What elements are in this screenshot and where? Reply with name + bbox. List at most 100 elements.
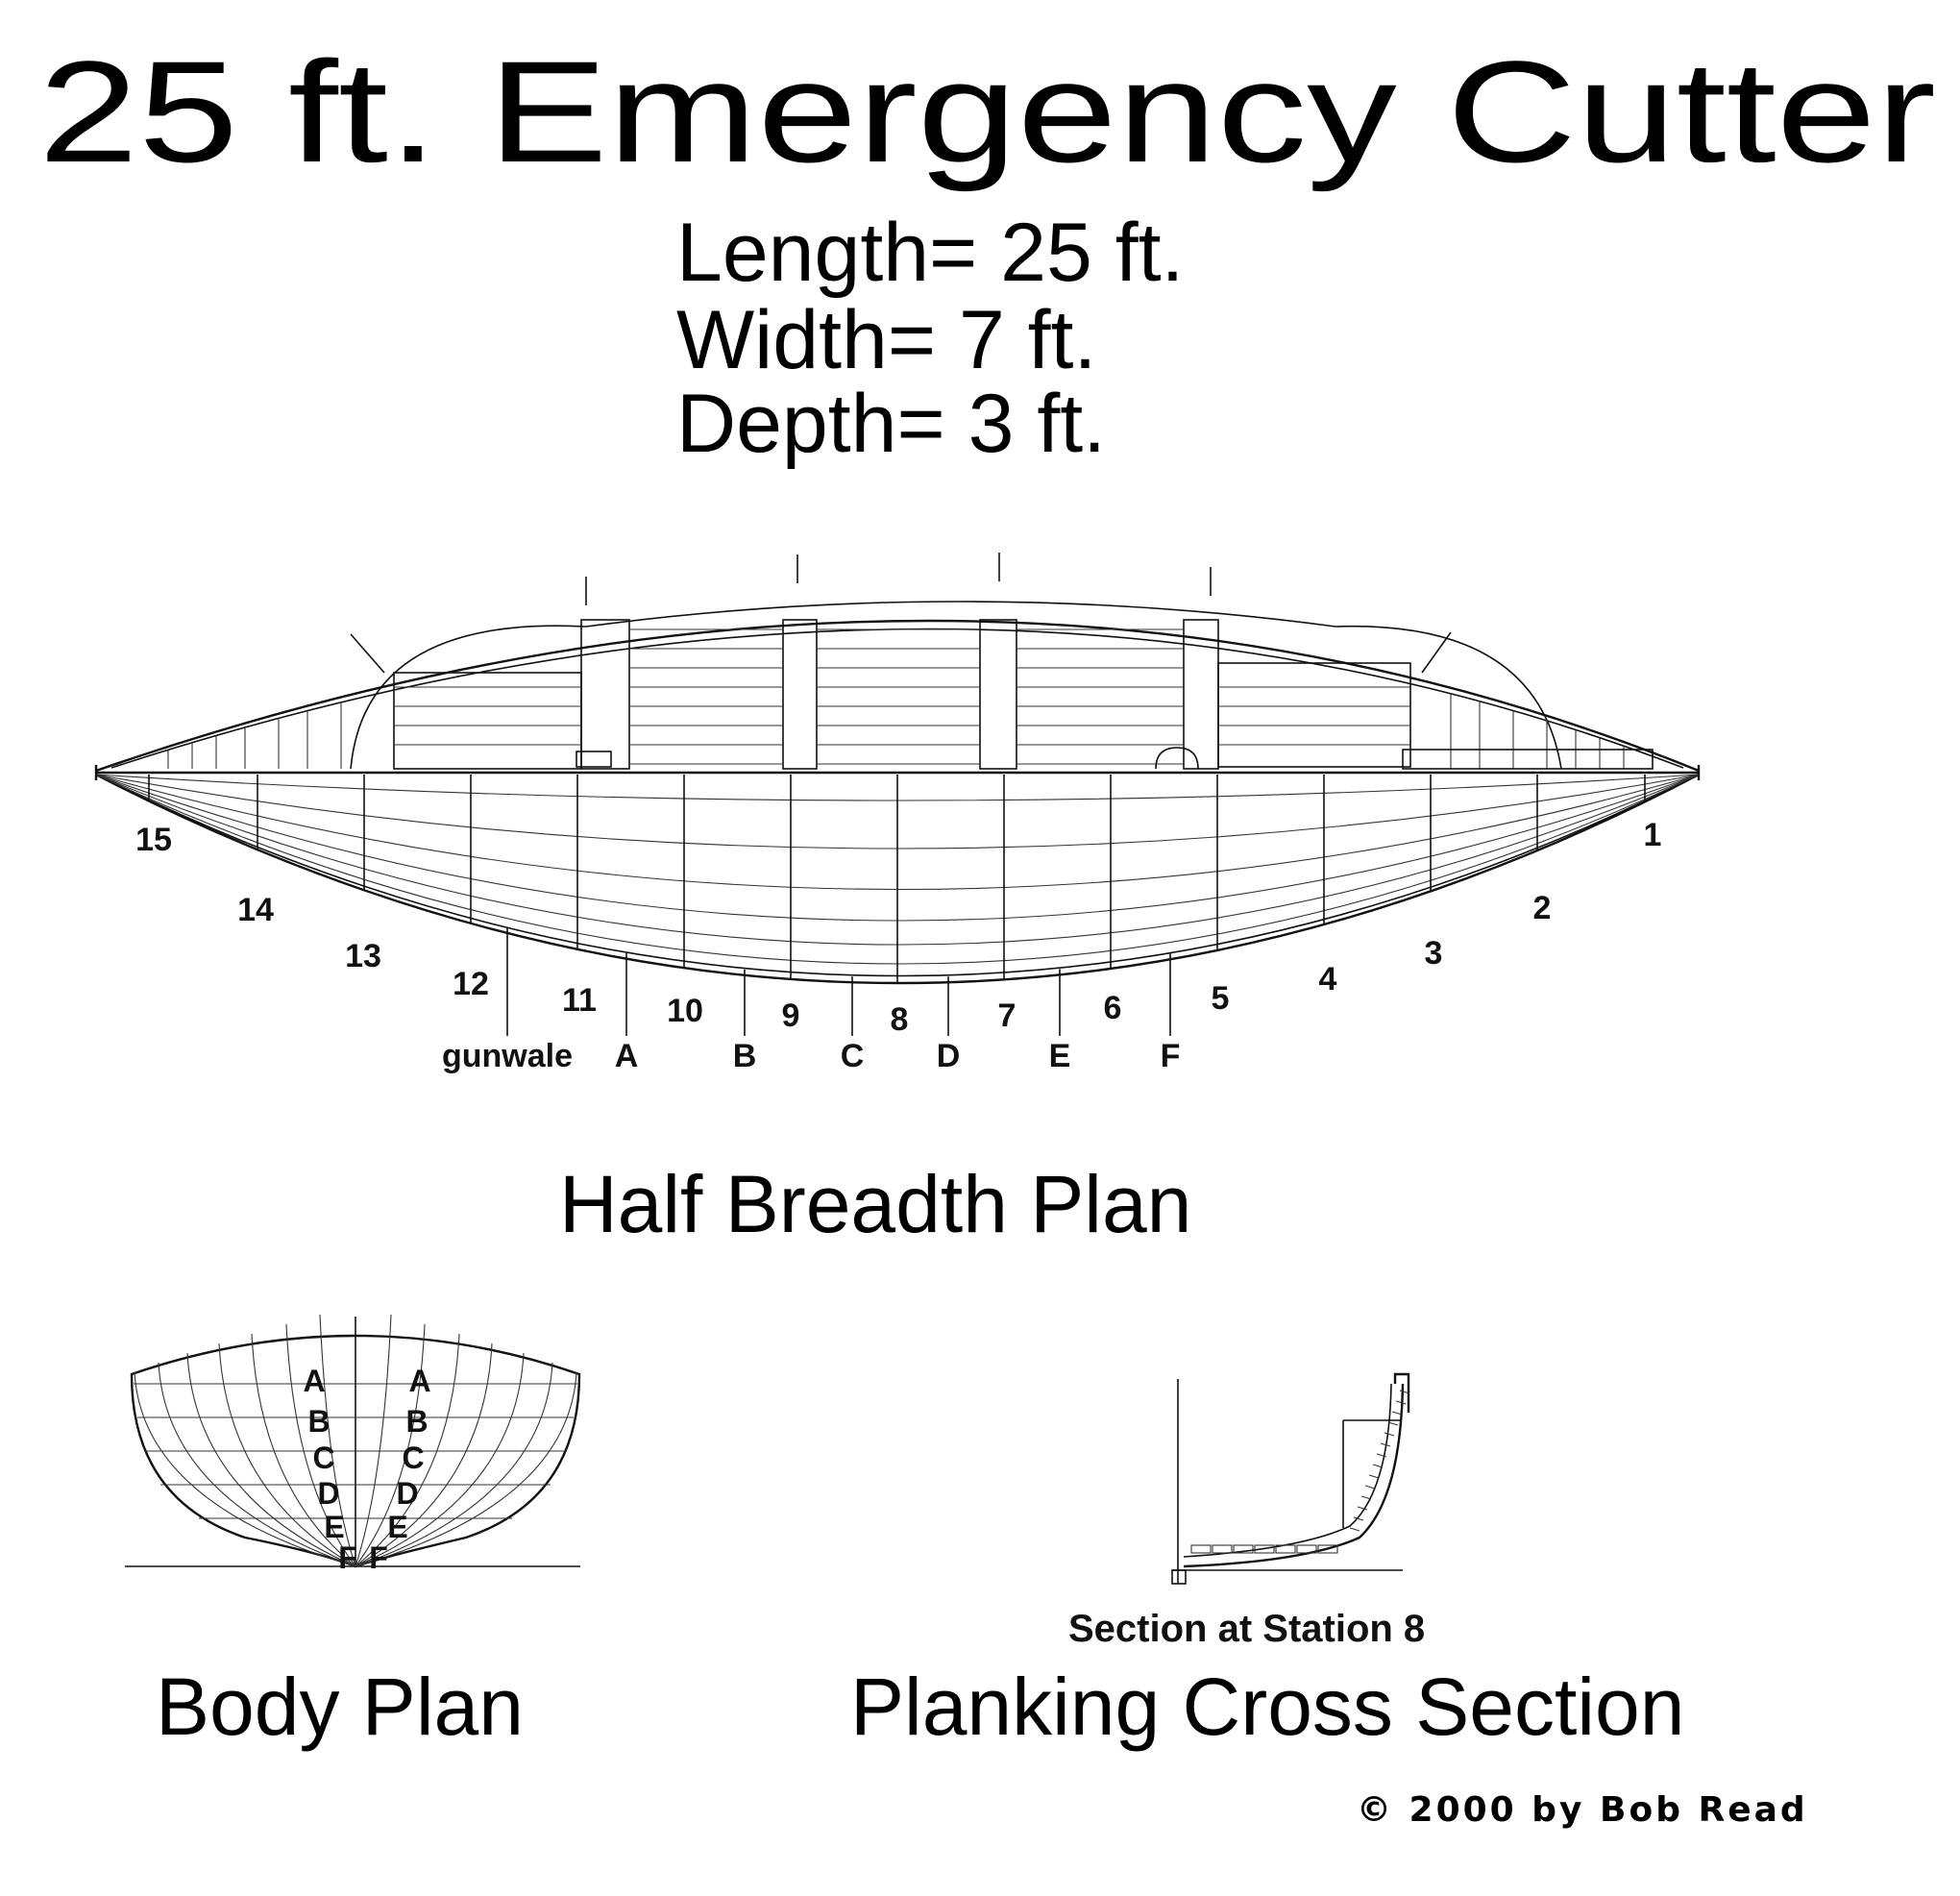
station-label: 9 — [782, 997, 800, 1034]
station-label: 8 — [891, 1001, 909, 1038]
plank-seam — [1372, 1464, 1384, 1468]
waterline-curve — [95, 774, 1700, 801]
body-section — [251, 1333, 356, 1567]
cross-section-caption: Planking Cross Section — [850, 1662, 1684, 1752]
floorboard — [1275, 1544, 1296, 1554]
body-label-left: F — [338, 1540, 357, 1575]
plank-seam — [1391, 1411, 1403, 1416]
body-waterlines — [134, 1383, 577, 1519]
body-label-right: C — [402, 1440, 424, 1475]
body-section — [218, 1342, 356, 1567]
aft-seat — [393, 672, 582, 770]
plank-seam — [1384, 1432, 1395, 1437]
plank-seam — [1357, 1506, 1368, 1511]
spec-length: Length= 25 ft. — [676, 207, 1184, 299]
body-section — [355, 1371, 577, 1567]
gunwale-curve — [95, 773, 1700, 985]
station-label: 11 — [562, 982, 597, 1019]
thwart — [1183, 619, 1219, 770]
body-label-left: B — [307, 1404, 330, 1439]
plank-seam — [1364, 1485, 1376, 1490]
body-label-left: E — [324, 1510, 344, 1544]
plank-seam — [1395, 1400, 1407, 1405]
body-section — [355, 1323, 426, 1567]
interior-details — [167, 553, 1654, 770]
body-section — [355, 1333, 460, 1567]
hull-planking-inner — [1183, 1383, 1392, 1558]
fore-deck — [1402, 749, 1654, 770]
body-label-right: A — [408, 1364, 430, 1398]
station-label: 3 — [1425, 935, 1443, 972]
waterline-label: A — [615, 1038, 639, 1074]
plank-seam — [1360, 1495, 1372, 1500]
waterline-curves — [95, 774, 1700, 977]
plank-seam — [1368, 1474, 1380, 1479]
inner-rail-line — [350, 601, 1562, 770]
floorboard — [1190, 1544, 1212, 1554]
body-label-right: E — [387, 1510, 407, 1544]
waterline-curve — [95, 774, 1700, 946]
station-lines — [148, 775, 1646, 983]
fore-seat — [1217, 662, 1411, 768]
body-label-right: F — [369, 1540, 388, 1575]
body-section — [355, 1352, 525, 1567]
ring-bolt — [1155, 747, 1199, 770]
thwart — [979, 619, 1017, 770]
waterline-label: F — [1161, 1038, 1181, 1074]
body-section — [355, 1342, 493, 1567]
station-label: 14 — [237, 892, 274, 928]
floorboard — [1233, 1544, 1254, 1554]
hull-planking — [1183, 1383, 1405, 1568]
station-label: 15 — [135, 822, 172, 858]
floorboard — [1254, 1544, 1275, 1554]
waterline-label: E — [1049, 1038, 1071, 1074]
station-label: 4 — [1319, 961, 1337, 997]
plank-seam — [1399, 1390, 1410, 1394]
waterline-label: B — [733, 1038, 757, 1074]
copyright: © 2000 by Bob Read — [1357, 1790, 1808, 1830]
body-label-left: A — [303, 1364, 325, 1398]
plank-seam — [1387, 1421, 1399, 1426]
sheer-outer-line — [95, 619, 1700, 773]
waterline-curve — [95, 774, 1700, 922]
body-section — [319, 1314, 356, 1567]
station-label: 2 — [1533, 890, 1552, 926]
body-plan-caption: Body Plan — [156, 1662, 524, 1752]
spec-depth: Depth= 3 ft. — [676, 378, 1106, 470]
station-label: 7 — [998, 997, 1017, 1034]
body-section — [186, 1352, 356, 1567]
station-label: 6 — [1104, 990, 1122, 1026]
plank-seam — [1349, 1527, 1360, 1532]
floorboard — [1296, 1544, 1317, 1554]
body-label-right: B — [405, 1404, 428, 1439]
waterline-curve — [95, 774, 1700, 965]
body-sections — [134, 1314, 577, 1567]
floorboard — [1317, 1544, 1338, 1554]
sheer-inner-line — [110, 628, 1684, 769]
body-outline — [130, 1334, 581, 1568]
waterline-label: C — [841, 1038, 865, 1074]
keel-block — [1171, 1569, 1187, 1585]
page-title: 25 ft. Emergency Cutter — [38, 31, 1936, 192]
body-section — [355, 1314, 392, 1567]
station-label: 5 — [1212, 980, 1230, 1017]
body-section — [158, 1362, 356, 1567]
knee — [1421, 631, 1452, 674]
station-label: 10 — [667, 993, 703, 1029]
body-section — [134, 1371, 356, 1567]
plank-seam — [1380, 1442, 1391, 1447]
waterline-label: gunwale — [442, 1038, 573, 1074]
waterline-labels: gunwale A B C D E F — [442, 926, 1181, 1074]
planking-cross-section: Section at Station 8 Planking Cross Sect… — [850, 1372, 1684, 1752]
station-label: 13 — [345, 938, 381, 974]
hardware-plate — [576, 751, 612, 768]
waterline-label: D — [937, 1038, 961, 1074]
section-subcaption: Section at Station 8 — [1068, 1608, 1425, 1650]
floorboards — [1190, 1390, 1410, 1554]
knee — [350, 633, 385, 674]
